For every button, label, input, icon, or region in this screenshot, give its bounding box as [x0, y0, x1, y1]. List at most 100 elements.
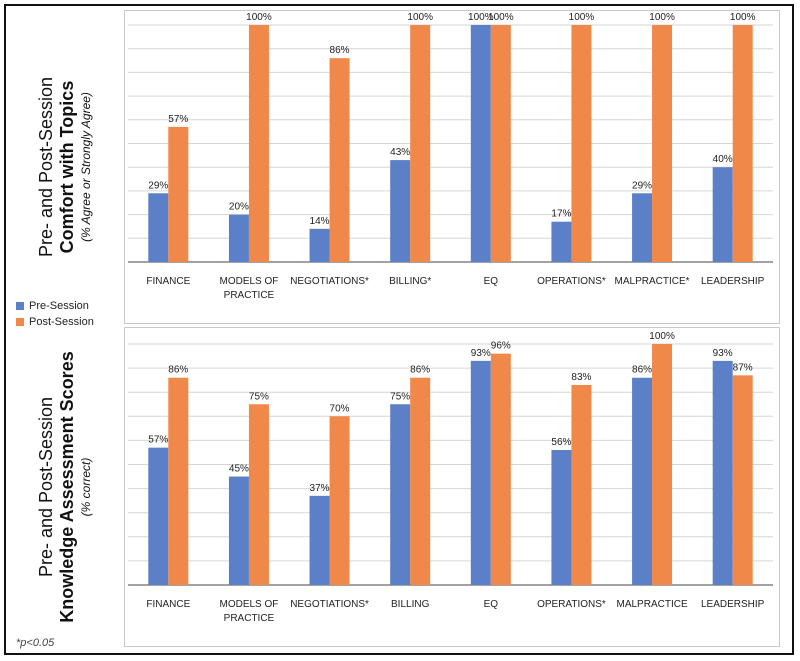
bar-post [410, 377, 431, 585]
category-label: OPERATIONS* [537, 276, 606, 287]
data-label-post: 100% [730, 12, 756, 23]
figure-frame: Pre- and Post-Session Comfort with Topic… [4, 4, 794, 655]
bar-pre [551, 450, 572, 585]
bar-post [732, 375, 753, 585]
bar-pre [148, 447, 169, 585]
data-label-post: 96% [491, 341, 511, 352]
legend-item-pre: Pre-Session [16, 299, 89, 313]
bar-post [490, 25, 511, 262]
data-label-post: 70% [330, 403, 350, 414]
data-label-post: 57% [168, 114, 188, 125]
category-label: MODELS OF [219, 599, 278, 610]
bar-post [329, 58, 350, 263]
bar-post [732, 25, 753, 262]
bar-post [248, 25, 269, 262]
data-label-pre: 93% [471, 348, 491, 359]
data-label-post: 83% [571, 372, 591, 383]
bar-pre [148, 193, 169, 262]
bar-pre [712, 167, 733, 262]
data-label-pre: 40% [713, 154, 733, 165]
category-label: LEADERSHIP [701, 599, 765, 610]
data-label-post: 87% [733, 362, 753, 373]
data-label-post: 86% [168, 365, 188, 376]
bar-pre [632, 193, 653, 262]
top-chart-y-title: Pre- and Post-Session Comfort with Topic… [6, 10, 124, 324]
bar-post [248, 404, 269, 585]
significance-footnote: *p<0.05 [16, 637, 55, 649]
bar-post [652, 344, 673, 585]
data-label-pre: 20% [229, 202, 249, 213]
category-label: NEGOTIATIONS* [290, 599, 369, 610]
data-label-post: 100% [569, 12, 595, 23]
data-label-pre: 45% [229, 464, 249, 475]
data-label-pre: 86% [632, 365, 652, 376]
bottom-title-line1: Pre- and Post-Session [36, 396, 56, 578]
data-label-post: 100% [246, 12, 272, 23]
knowledge-chart: 57% 86% FINANCE 45% 75% MODELS OF PRACTICE 37% 7… [128, 331, 773, 624]
data-label-pre: 75% [390, 391, 410, 402]
data-label-pre: 37% [310, 483, 330, 494]
category-label: MODELS OF [219, 276, 278, 287]
bar-post [490, 353, 511, 585]
category-label: OPERATIONS* [537, 599, 606, 610]
comfort-chart-panel: 29% 57% FINANCE 20% 100% MODELS OF PRACTICE 14%… [124, 10, 780, 324]
category-label: PRACTICE [224, 613, 275, 624]
data-label-pre: 29% [632, 180, 652, 191]
data-label-pre: 56% [551, 437, 571, 448]
category-label: BILLING [391, 599, 430, 610]
bar-pre [228, 214, 249, 262]
data-label-pre: 57% [148, 435, 168, 446]
data-label-post: 86% [330, 45, 350, 56]
data-label-post: 75% [249, 391, 269, 402]
category-label: FINANCE [146, 276, 190, 287]
top-subtitle: (% Agree or Strongly Agree) [79, 92, 93, 242]
bottom-subtitle: (% correct) [79, 457, 93, 517]
bar-pre [309, 228, 330, 262]
category-label: EQ [484, 276, 499, 287]
bar-post [571, 384, 592, 585]
bar-pre [390, 160, 411, 262]
data-label-post: 86% [410, 365, 430, 376]
category-label: MALPRACTICE* [615, 276, 690, 287]
data-label-pre: 29% [148, 180, 168, 191]
legend-swatch-pre [16, 302, 24, 310]
data-label-post: 100% [649, 12, 675, 23]
data-label-post: 100% [407, 12, 433, 23]
bar-pre [551, 221, 572, 262]
comfort-chart: 29% 57% FINANCE 20% 100% MODELS OF PRACTICE 14%… [128, 12, 773, 301]
bar-pre [309, 495, 330, 585]
data-label-post: 100% [488, 12, 514, 23]
data-label-pre: 93% [713, 348, 733, 359]
bar-pre [632, 377, 653, 585]
category-label: EQ [484, 599, 499, 610]
category-label: MALPRACTICE [617, 599, 688, 610]
category-label: BILLING* [389, 276, 431, 287]
bar-pre [712, 360, 733, 585]
bar-pre [390, 404, 411, 585]
knowledge-chart-panel: 57% 86% FINANCE 45% 75% MODELS OF PRACTICE 37% 7… [124, 327, 780, 647]
data-label-pre: 100% [468, 12, 494, 23]
bar-post [168, 377, 189, 585]
legend-label-pre: Pre-Session [29, 300, 89, 312]
bottom-chart-y-title: Pre- and Post-Session Knowledge Assessme… [6, 327, 124, 647]
data-label-pre: 17% [551, 209, 571, 220]
data-label-post: 100% [649, 331, 675, 342]
data-label-pre: 14% [310, 216, 330, 227]
category-label: PRACTICE [224, 290, 275, 301]
bar-post [410, 25, 431, 262]
bar-pre [470, 360, 491, 585]
category-label: NEGOTIATIONS* [290, 276, 369, 287]
top-title-line1: Pre- and Post-Session [36, 76, 56, 258]
bar-post [571, 25, 592, 262]
bar-post [168, 126, 189, 262]
legend-swatch-post [16, 318, 24, 326]
top-title-line2: Comfort with Topics [57, 80, 77, 254]
data-label-pre: 43% [390, 147, 410, 158]
legend-label-post: Post-Session [29, 316, 94, 328]
category-label: FINANCE [146, 599, 190, 610]
bar-pre [228, 476, 249, 585]
category-label: LEADERSHIP [701, 276, 765, 287]
bar-post [652, 25, 673, 262]
bar-post [329, 416, 350, 585]
bottom-title-line2: Knowledge Assessment Scores [57, 351, 77, 623]
